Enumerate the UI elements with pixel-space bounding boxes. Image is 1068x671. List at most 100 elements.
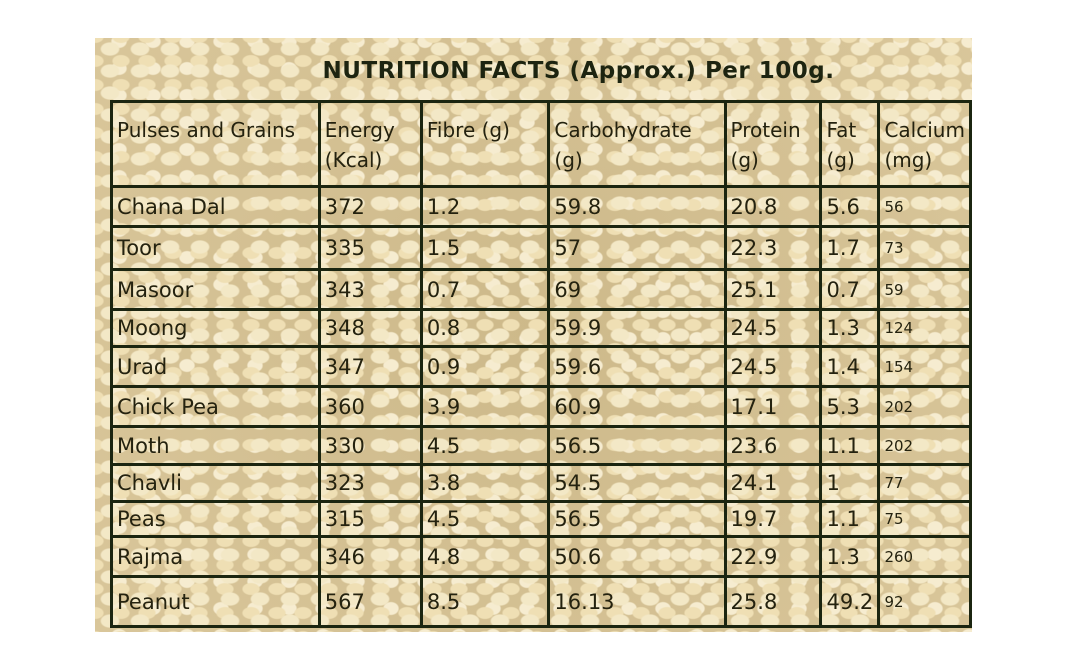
table-cell: 57 (547, 225, 727, 271)
table-cell: 4.8 (419, 535, 551, 578)
table-cell: 25.8 (723, 575, 823, 628)
table-row: Peanut 567 8.5 16.13 25.8 49.2 92 (110, 575, 972, 628)
row-label: Chana Dal (110, 185, 321, 228)
column-header: Energy (Kcal) (317, 100, 423, 188)
table-cell: 75 (877, 500, 972, 538)
table-cell: 22.9 (723, 535, 823, 578)
table-cell: 24.5 (723, 308, 823, 348)
table-cell: 4.5 (419, 500, 551, 538)
table-cell: 60.9 (547, 385, 727, 428)
table-cell: 56 (877, 185, 972, 228)
row-label: Moth (110, 425, 321, 466)
table-cell: 154 (877, 345, 972, 388)
table-cell: 1.5 (419, 225, 551, 271)
row-label: Chavli (110, 463, 321, 503)
table-cell: 50.6 (547, 535, 727, 578)
table-cell: 3.9 (419, 385, 551, 428)
row-label: Toor (110, 225, 321, 271)
table-cell: 1.1 (819, 425, 881, 466)
table-cell: 260 (877, 535, 972, 578)
table-cell: 0.7 (819, 268, 881, 311)
table-cell: 92 (877, 575, 972, 628)
header-row: Pulses and Grains Energy (Kcal) Fibre (g) C… (110, 100, 972, 188)
table-row: Urad 347 0.9 59.6 24.5 1.4 154 (110, 345, 972, 388)
table-cell: 1.3 (819, 535, 881, 578)
table-cell: 335 (317, 225, 423, 271)
table-cell: 315 (317, 500, 423, 538)
table-cell: 4.5 (419, 425, 551, 466)
column-header: Calcium (mg) (877, 100, 972, 188)
table-row: Chana Dal 372 1.2 59.8 20.8 5.6 56 (110, 185, 972, 228)
column-header: Pulses and Grains (110, 100, 321, 188)
table-cell: 372 (317, 185, 423, 228)
table-cell: 5.3 (819, 385, 881, 428)
table-cell: 24.5 (723, 345, 823, 388)
row-label: Urad (110, 345, 321, 388)
table-cell: 59.6 (547, 345, 727, 388)
table-cell: 77 (877, 463, 972, 503)
table-cell: 5.6 (819, 185, 881, 228)
column-header: Protein (g) (723, 100, 823, 188)
row-label: Rajma (110, 535, 321, 578)
table-cell: 346 (317, 535, 423, 578)
column-header: Fibre (g) (419, 100, 551, 188)
table-cell: 202 (877, 425, 972, 466)
table-cell: 59.8 (547, 185, 727, 228)
table-cell: 59 (877, 268, 972, 311)
table-cell: 0.9 (419, 345, 551, 388)
table-cell: 17.1 (723, 385, 823, 428)
table-cell: 124 (877, 308, 972, 348)
table-cell: 330 (317, 425, 423, 466)
table-cell: 1.4 (819, 345, 881, 388)
table-cell: 73 (877, 225, 972, 271)
table-cell: 23.6 (723, 425, 823, 466)
table-cell: 25.1 (723, 268, 823, 311)
column-header: Fat (g) (819, 100, 881, 188)
row-label: Peanut (110, 575, 321, 628)
table-cell: 347 (317, 345, 423, 388)
package-photo: NUTRITION FACTS (Approx.) Per 100g. Puls… (95, 38, 972, 632)
table-row: Toor 335 1.5 57 22.3 1.7 73 (110, 225, 972, 271)
table-row: Moth 330 4.5 56.5 23.6 1.1 202 (110, 425, 972, 466)
table-cell: 360 (317, 385, 423, 428)
table-cell: 59.9 (547, 308, 727, 348)
table-cell: 1.7 (819, 225, 881, 271)
table-row: Rajma 346 4.8 50.6 22.9 1.3 260 (110, 535, 972, 578)
table-cell: 1.2 (419, 185, 551, 228)
table-row: Chick Pea 360 3.9 60.9 17.1 5.3 202 (110, 385, 972, 428)
table-row: Moong 348 0.8 59.9 24.5 1.3 124 (110, 308, 972, 348)
table-cell: 1 (819, 463, 881, 503)
row-label: Peas (110, 500, 321, 538)
nutrition-table: Pulses and Grains Energy (Kcal) Fibre (g) C… (110, 100, 972, 628)
table-cell: 323 (317, 463, 423, 503)
table-cell: 20.8 (723, 185, 823, 228)
row-label: Chick Pea (110, 385, 321, 428)
table-cell: 3.8 (419, 463, 551, 503)
table-row: Chavli 323 3.8 54.5 24.1 1 77 (110, 463, 972, 503)
table-cell: 567 (317, 575, 423, 628)
table-row: Peas 315 4.5 56.5 19.7 1.1 75 (110, 500, 972, 538)
table-cell: 0.8 (419, 308, 551, 348)
table-cell: 56.5 (547, 500, 727, 538)
table-cell: 8.5 (419, 575, 551, 628)
table-cell: 54.5 (547, 463, 727, 503)
row-label: Moong (110, 308, 321, 348)
table-cell: 202 (877, 385, 972, 428)
table-cell: 1.3 (819, 308, 881, 348)
table-title: NUTRITION FACTS (Approx.) Per 100g. (322, 58, 835, 84)
table-row: Masoor 343 0.7 69 25.1 0.7 59 (110, 268, 972, 311)
column-header: Carbohydrate (g) (547, 100, 727, 188)
table-cell: 348 (317, 308, 423, 348)
table-cell: 0.7 (419, 268, 551, 311)
table-cell: 56.5 (547, 425, 727, 466)
table-cell: 343 (317, 268, 423, 311)
table-body: Pulses and Grains Energy (Kcal) Fibre (g) C… (110, 100, 972, 628)
row-label: Masoor (110, 268, 321, 311)
table-cell: 24.1 (723, 463, 823, 503)
table-cell: 1.1 (819, 500, 881, 538)
table-cell: 19.7 (723, 500, 823, 538)
table-cell: 16.13 (547, 575, 727, 628)
table-cell: 22.3 (723, 225, 823, 271)
table-cell: 69 (547, 268, 727, 311)
